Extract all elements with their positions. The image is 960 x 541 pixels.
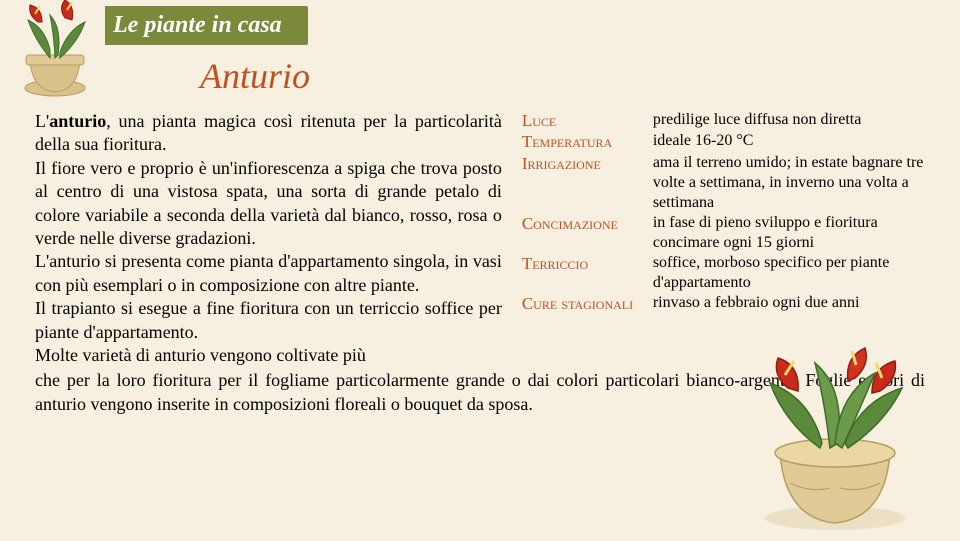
description-p3: L'anturio si presenta come pianta d'appa…: [35, 250, 502, 297]
care-label-luce: Luce: [522, 110, 647, 131]
intro-text: L': [35, 111, 49, 131]
plant-name: Anturio: [200, 55, 960, 97]
series-title: Le piante in casa: [105, 6, 308, 45]
anturio-small-icon: [10, 0, 100, 100]
care-value-temperatura: ideale 16-20 °C: [653, 131, 925, 152]
care-value-terriccio: soffice, morboso specifico per piante d'…: [653, 253, 925, 293]
care-value-irrigazione: ama il terreno umido; in estate bagnare …: [653, 153, 925, 213]
care-value-luce: predilige luce diffusa non diretta: [653, 110, 925, 131]
care-table: Luce predilige luce diffusa non diretta …: [522, 110, 925, 314]
care-label-terriccio: Terriccio: [522, 253, 647, 293]
care-column: Luce predilige luce diffusa non diretta …: [522, 110, 925, 314]
care-label-concimazione: Concimazione: [522, 213, 647, 253]
description-column: L'anturio, una pianta magica così ritenu…: [35, 110, 502, 367]
description-p2: Il fiore vero e proprio è un'infiorescen…: [35, 157, 502, 251]
care-label-temperatura: Temperatura: [522, 131, 647, 152]
intro-bold: anturio: [49, 111, 106, 131]
care-label-irrigazione: Irrigazione: [522, 153, 647, 213]
care-value-cure: rinvaso a febbraio ogni due anni: [653, 293, 925, 314]
description-p5: Molte varietà di anturio vengono coltiva…: [35, 344, 502, 367]
care-value-concimazione: in fase di pieno sviluppo e fioritura co…: [653, 213, 925, 253]
anturio-large-icon: [730, 343, 940, 533]
description-p4: Il trapianto si esegue a fine fioritura …: [35, 297, 502, 344]
care-label-cure: Cure stagionali: [522, 293, 647, 314]
intro-text: , una pianta magica così ritenuta per la…: [35, 111, 502, 154]
